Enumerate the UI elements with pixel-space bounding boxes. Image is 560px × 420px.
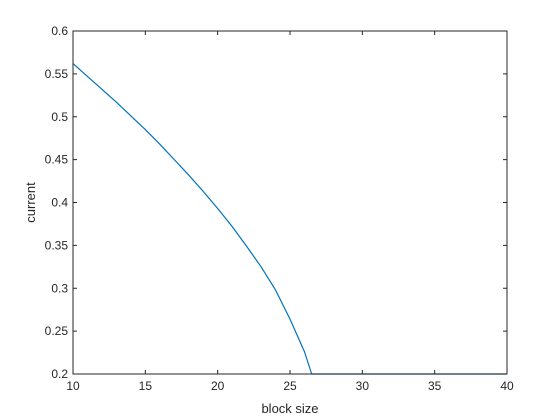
y-tick-label: 0.25	[45, 324, 69, 338]
x-axis-label: block size	[261, 401, 318, 416]
y-tick-label: 0.5	[51, 110, 68, 124]
y-axis-label: current	[23, 182, 38, 223]
labels-layer: 10 15 20 25 30 35 40 0.2 0.25 0.3 0.35 0.4 0.45 0.5 0.…	[45, 24, 514, 393]
y-tick-label: 0.6	[51, 24, 68, 38]
y-tick-label: 0.3	[51, 281, 68, 295]
y-tick-label: 0.35	[45, 238, 69, 252]
axes-box	[72, 30, 508, 375]
x-tick-label: 10	[66, 379, 80, 393]
x-tick-label: 20	[211, 379, 225, 393]
y-tick-label: 0.55	[45, 67, 69, 81]
plot-area	[73, 31, 507, 374]
x-tick-label: 15	[139, 379, 153, 393]
y-tick-label: 0.2	[51, 367, 68, 381]
y-tick-label: 0.45	[45, 153, 69, 167]
x-tick-label: 25	[283, 379, 297, 393]
x-tick-label: 30	[356, 379, 370, 393]
x-tick-label: 40	[500, 379, 514, 393]
y-tick-label: 0.4	[51, 196, 68, 210]
x-tick-label: 35	[428, 379, 442, 393]
